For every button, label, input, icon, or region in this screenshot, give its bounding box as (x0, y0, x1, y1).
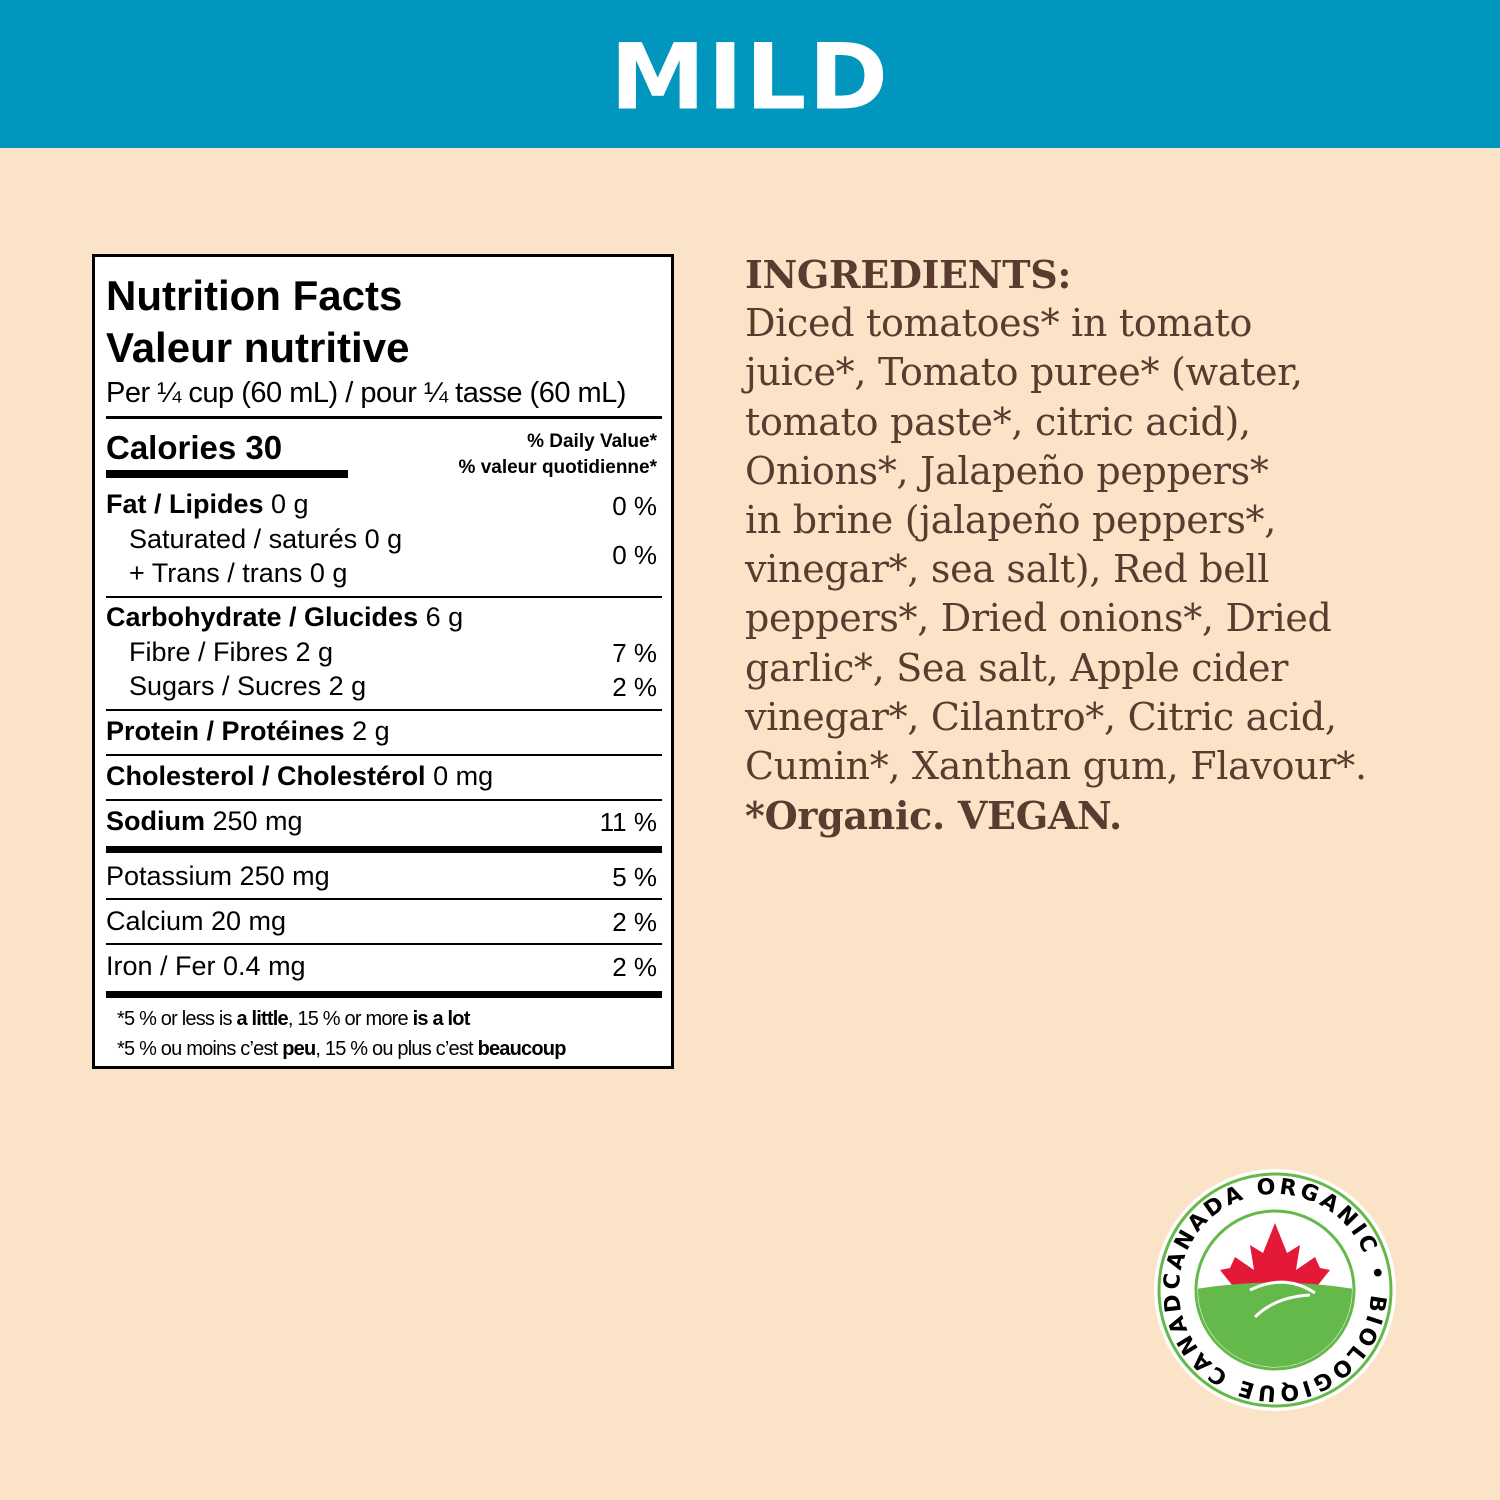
ingredients-line: garlic*, Sea salt, Apple cider (745, 645, 1289, 690)
ingredients-line: vinegar*, sea salt), Red bell (745, 547, 1270, 592)
footnote-bold: peu (282, 1038, 316, 1060)
nutrition-facts-panel: Nutrition Facts Valeur nutritive Per ¼ c… (92, 254, 674, 1069)
cholesterol-row: Cholesterol / Cholestérol 0 mg (106, 763, 493, 790)
fat-row: Fat / Lipides 0 g (106, 491, 309, 518)
daily-value-header-fr: % valeur quotidienne* (458, 457, 657, 478)
iron-dv: 2 % (612, 952, 657, 982)
divider (106, 799, 662, 801)
ingredients-line: vinegar*, Cilantro*, Citric acid, (745, 694, 1337, 739)
header-banner: MILD (0, 0, 1500, 148)
protein-amount: 2 g (344, 716, 390, 746)
sodium-row: Sodium 250 mg (106, 808, 303, 835)
calcium-row: Calcium 20 mg (106, 906, 287, 936)
divider (106, 754, 662, 756)
ingredients-line: juice*, Tomato puree* (water, (745, 350, 1303, 395)
footnote-text: *5 % ou moins c’est (117, 1038, 283, 1060)
footnote-text: , 15 % ou plus c’est (315, 1038, 478, 1060)
sodium-amount: 250 mg (205, 806, 303, 836)
fat-amount: 0 g (263, 489, 309, 519)
carb-amount: 6 g (418, 602, 464, 632)
calories: Calories 30 (106, 429, 283, 466)
fibre-dv: 7 % (612, 638, 657, 668)
ingredients-footer: *Organic. VEGAN. (745, 793, 1122, 839)
fat-label: Fat / Lipides (106, 489, 264, 519)
divider (106, 898, 662, 900)
potassium-dv: 5 % (612, 862, 657, 892)
sugars-dv: 2 % (612, 672, 657, 702)
fibre-row: Fibre / Fibres 2 g (129, 637, 334, 667)
sugars-row: Sugars / Sucres 2 g (129, 671, 367, 701)
potassium-row: Potassium 250 mg (106, 861, 330, 891)
ingredients-section: INGREDIENTS: Diced tomatoes* in tomato j… (745, 250, 1367, 840)
divider (106, 943, 662, 945)
footnote-bold: beaucoup (477, 1038, 567, 1060)
thick-divider (106, 846, 662, 853)
saturated-row: Saturated / saturés 0 g (129, 524, 403, 554)
sodium-dv: 11 % (599, 807, 657, 837)
iron-row: Iron / Fer 0.4 mg (106, 951, 306, 981)
calories-bar (106, 470, 348, 478)
protein-label: Protein / Protéines (106, 716, 345, 746)
nutrition-title-en: Nutrition Facts (106, 272, 403, 319)
nutrition-title-fr: Valeur nutritive (106, 324, 410, 371)
ingredients-line: Cumin*, Xanthan gum, Flavour*. (745, 744, 1367, 789)
cholesterol-amount: 0 mg (425, 761, 494, 791)
trans-row: + Trans / trans 0 g (129, 558, 348, 588)
footnote-bold: is a lot (412, 1008, 471, 1030)
calcium-dv: 2 % (612, 907, 657, 937)
footnote-en: *5 % or less is a little, 15 % or more i… (117, 1009, 470, 1029)
maple-leaf-icon (1220, 1223, 1330, 1290)
thick-divider (106, 991, 662, 998)
divider (106, 596, 662, 598)
daily-value-header-en: % Daily Value* (527, 431, 657, 452)
footnote-fr: *5 % ou moins c’est peu, 15 % ou plus c’… (117, 1039, 566, 1059)
sat-trans-dv: 0 % (612, 540, 657, 570)
ingredients-line: tomato paste*, citric acid), (745, 399, 1251, 444)
footnote-text: *5 % or less is (117, 1008, 237, 1030)
ingredients-line: Onions*, Jalapeño peppers* (745, 448, 1269, 493)
footnote-bold: a little (236, 1008, 288, 1030)
fat-dv: 0 % (612, 491, 657, 521)
footnote-text: , 15 % or more (287, 1008, 413, 1030)
sodium-label: Sodium (106, 806, 205, 836)
divider (106, 416, 662, 419)
green-hills (1198, 1282, 1352, 1367)
protein-row: Protein / Protéines 2 g (106, 718, 390, 745)
product-variant-title: MILD (609, 23, 891, 131)
carb-label: Carbohydrate / Glucides (106, 602, 419, 632)
canada-organic-logo: CANADA ORGANIC • BIOLOGIQUE CANADA (1150, 1165, 1396, 1411)
ingredients-line: in brine (jalapeño peppers*, (745, 498, 1277, 543)
divider (106, 709, 662, 711)
ingredients-line: Diced tomatoes* in tomato (745, 301, 1253, 346)
serving-size: Per ¼ cup (60 mL) / pour ¼ tasse (60 mL) (106, 377, 626, 409)
ingredients-heading: INGREDIENTS: (745, 252, 1072, 297)
carbohydrate-row: Carbohydrate / Glucides 6 g (106, 604, 463, 631)
cholesterol-label: Cholesterol / Cholestérol (106, 761, 426, 791)
ingredients-line: peppers*, Dried onions*, Dried (745, 596, 1332, 641)
